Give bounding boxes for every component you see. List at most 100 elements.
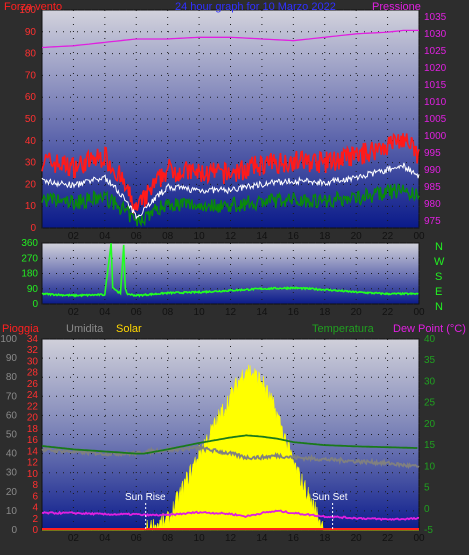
temperature-tick-label: 40 [424, 334, 436, 345]
x-tick-label: 22 [382, 533, 394, 544]
rain-tick-label: 28 [27, 368, 39, 379]
x-tick-label: 10 [194, 533, 206, 544]
x-tick-label: 12 [225, 231, 237, 242]
compass-n-bottom: N [435, 301, 443, 313]
x-tick-label: 16 [288, 307, 300, 318]
x-tick-label: 08 [162, 307, 174, 318]
wind-tick-label: 20 [25, 179, 37, 190]
wind-tick-label: 0 [30, 223, 36, 234]
dewpoint-series [41, 509, 420, 522]
direction-tick-label: 270 [21, 253, 38, 264]
direction-tick-label: 360 [21, 238, 38, 249]
rain-tick-label: 22 [27, 401, 39, 412]
rain-tick-label: 10 [27, 469, 39, 480]
rain-tick-label: 30 [27, 356, 39, 367]
temperature-tick-label: -5 [424, 525, 433, 536]
rain-tick-label: 0 [32, 525, 38, 536]
x-tick-label: 18 [319, 307, 331, 318]
humidity-tick-label: 30 [6, 468, 18, 479]
rain-tick-label: 2 [32, 514, 38, 525]
humidity-tick-label: 20 [6, 487, 18, 498]
pressure-tick-label: 1000 [424, 131, 447, 142]
rain-tick-label: 32 [27, 345, 39, 356]
wind-average-series [41, 182, 420, 228]
humidity-tick-label: 0 [11, 525, 17, 536]
x-tick-label: 22 [382, 307, 394, 318]
chart-title: 24 hour graph for 10 Marzo 2022 [175, 1, 336, 13]
x-tick-label: 04 [99, 307, 111, 318]
rain-tick-label: 8 [32, 480, 38, 491]
x-tick-label: 16 [288, 533, 300, 544]
x-tick-label: 18 [319, 231, 331, 242]
x-tick-label: 10 [194, 307, 206, 318]
wind-gust-series [41, 132, 420, 214]
humidity-tick-label: 70 [6, 391, 18, 402]
pressure-tick-label: 1020 [424, 63, 447, 74]
rain-tick-label: 4 [32, 503, 38, 514]
x-tick-label: 14 [256, 231, 268, 242]
x-tick-label: 20 [351, 533, 363, 544]
x-tick-label: 04 [99, 231, 111, 242]
temperature-tick-label: 0 [424, 504, 430, 515]
wind-direction-series [41, 243, 419, 298]
pressure-tick-label: 1035 [424, 12, 447, 23]
compass-w: W [434, 256, 445, 268]
wind-tick-label: 30 [25, 158, 37, 169]
x-tick-label: 14 [256, 307, 268, 318]
wind-tick-label: 50 [25, 114, 37, 125]
x-tick-label: 14 [256, 533, 268, 544]
x-tick-label: 20 [351, 231, 363, 242]
temperature-series [41, 434, 418, 455]
rain-tick-label: 6 [32, 491, 38, 502]
humidity-tick-label: 100 [0, 334, 17, 345]
direction-tick-label: 0 [32, 299, 38, 310]
x-tick-label: 06 [131, 231, 143, 242]
rain-tick-label: 20 [27, 413, 39, 424]
rain-tick-label: 26 [27, 379, 39, 390]
x-tick-label: 06 [131, 533, 143, 544]
x-tick-label: 02 [68, 307, 80, 318]
temperature-tick-label: 25 [424, 398, 436, 409]
temperature-tick-label: 35 [424, 355, 436, 366]
wind-tick-label: 10 [25, 201, 37, 212]
compass-e: E [435, 286, 442, 298]
temperature-tick-label: 20 [424, 419, 436, 430]
x-tick-label: 12 [225, 533, 237, 544]
solar-axis-title: Solar [116, 323, 142, 335]
temperature-axis-title: Temperatura [312, 323, 375, 335]
pressure-tick-label: 985 [424, 182, 441, 193]
wind-tick-label: 40 [25, 136, 37, 147]
x-tick-label: 08 [162, 533, 174, 544]
wind-tick-label: 90 [25, 27, 37, 38]
x-tick-label: 12 [225, 307, 237, 318]
x-tick-label: 00 [413, 307, 425, 318]
x-tick-label: 04 [99, 533, 111, 544]
pressure-axis-title: Pressione [372, 1, 421, 13]
wind-tick-label: 60 [25, 92, 37, 103]
humidity-tick-label: 40 [6, 449, 18, 460]
rain-tick-label: 12 [27, 458, 39, 469]
x-tick-label: 10 [194, 231, 206, 242]
rain-tick-label: 18 [27, 424, 39, 435]
dewpoint-axis-title: Dew Point (°C) [393, 323, 466, 335]
pressure-tick-label: 990 [424, 165, 441, 176]
rain-tick-label: 24 [27, 390, 39, 401]
compass-n-top: N [435, 241, 443, 253]
humidity-tick-label: 50 [6, 430, 18, 441]
pressure-tick-label: 975 [424, 216, 441, 227]
sunrise-label: Sun Rise [125, 492, 166, 503]
humidity-tick-label: 60 [6, 410, 18, 421]
pressure-tick-label: 1015 [424, 80, 447, 91]
temperature-tick-label: 10 [424, 461, 436, 472]
pressure-tick-label: 980 [424, 199, 441, 210]
x-tick-label: 02 [68, 533, 80, 544]
wind-tick-label: 100 [19, 5, 36, 16]
x-tick-label: 20 [351, 307, 363, 318]
pressure-tick-label: 1030 [424, 29, 447, 40]
pressure-series [41, 29, 419, 49]
x-tick-label: 00 [413, 231, 425, 242]
x-tick-label: 16 [288, 231, 300, 242]
pressure-tick-label: 1025 [424, 46, 447, 57]
wind-tick-label: 80 [25, 49, 37, 60]
